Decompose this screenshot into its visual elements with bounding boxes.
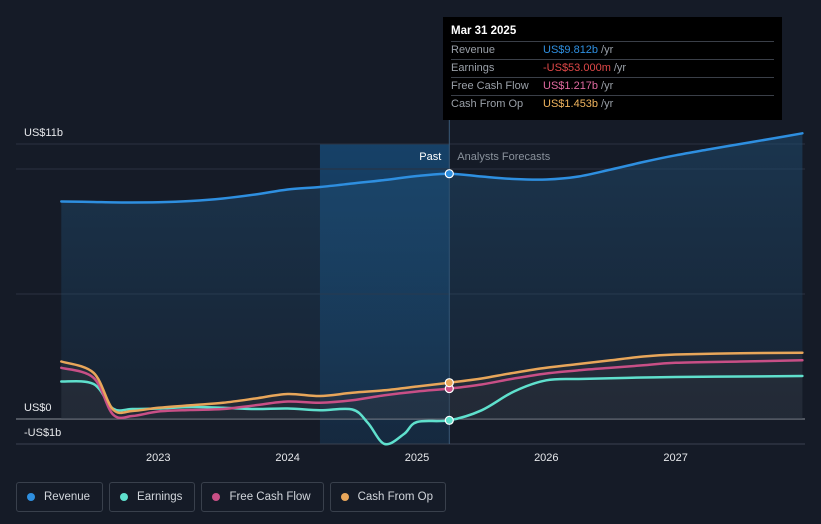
tooltip-row-label: Free Cash Flow (451, 80, 529, 92)
y-axis-label-bottom: -US$1b (24, 427, 61, 439)
tooltip-row: Free Cash Flow US$1.217b/yr (451, 77, 774, 95)
tooltip-row-value: -US$53.000m (543, 62, 611, 74)
legend-dot-icon (340, 493, 349, 501)
x-tick-label: 2025 (405, 452, 429, 464)
tooltip-row-unit: /yr (601, 98, 614, 110)
tooltip-row-value: US$9.812b (543, 44, 599, 56)
tooltip: Mar 31 2025 Revenue US$9.812b/yr Earnings -… (443, 17, 782, 120)
tooltip-row-label: Earnings (451, 62, 495, 74)
marker-revenue (444, 169, 454, 179)
series-line-cash-from-op (60, 351, 804, 415)
x-tick-label: 2023 (146, 452, 170, 464)
x-tick-label: 2026 (534, 452, 558, 464)
marker-cash-from-op (444, 378, 454, 388)
tooltip-row-value: US$1.453b (543, 98, 599, 110)
legend: Revenue Earnings Free Cash Flow Cash From O… (16, 482, 447, 512)
legend-item-revenue[interactable]: Revenue (16, 482, 104, 512)
past-label: Past (419, 151, 441, 163)
tooltip-row: Revenue US$9.812b/yr (451, 41, 774, 59)
tooltip-row-unit: /yr (601, 80, 614, 92)
tooltip-row-label: Revenue (451, 44, 496, 56)
revenue-area (61, 133, 803, 420)
legend-label: Earnings (137, 491, 183, 503)
y-axis-label-zero: US$0 (24, 402, 52, 414)
legend-item-free-cash-flow[interactable]: Free Cash Flow (201, 482, 324, 512)
tooltip-row: Earnings -US$53.000m/yr (451, 59, 774, 77)
legend-dot-icon (212, 493, 221, 501)
x-tick-label: 2027 (663, 452, 687, 464)
x-tick-label: 2024 (275, 452, 299, 464)
legend-label: Revenue (44, 491, 91, 503)
legend-label: Cash From Op (357, 491, 434, 503)
y-axis-label-top: US$11b (24, 127, 63, 139)
legend-item-cash-from-op[interactable]: Cash From Op (329, 482, 447, 512)
series-line-revenue (60, 132, 804, 204)
legend-dot-icon (27, 493, 35, 501)
series-line-free-cash-flow (60, 359, 804, 420)
marker-earnings (444, 415, 454, 425)
tooltip-row-unit: /yr (613, 62, 627, 74)
legend-item-earnings[interactable]: Earnings (109, 482, 196, 512)
tooltip-date: Mar 31 2025 (451, 25, 517, 37)
tooltip-row-unit: /yr (601, 44, 614, 56)
legend-label: Free Cash Flow (229, 491, 311, 503)
forecast-label: Analysts Forecasts (457, 151, 550, 163)
legend-dot-icon (120, 493, 129, 501)
tooltip-row: Cash From Op US$1.453b/yr (451, 95, 774, 113)
tooltip-row-label: Cash From Op (451, 98, 524, 110)
tooltip-row-value: US$1.217b (543, 80, 599, 92)
